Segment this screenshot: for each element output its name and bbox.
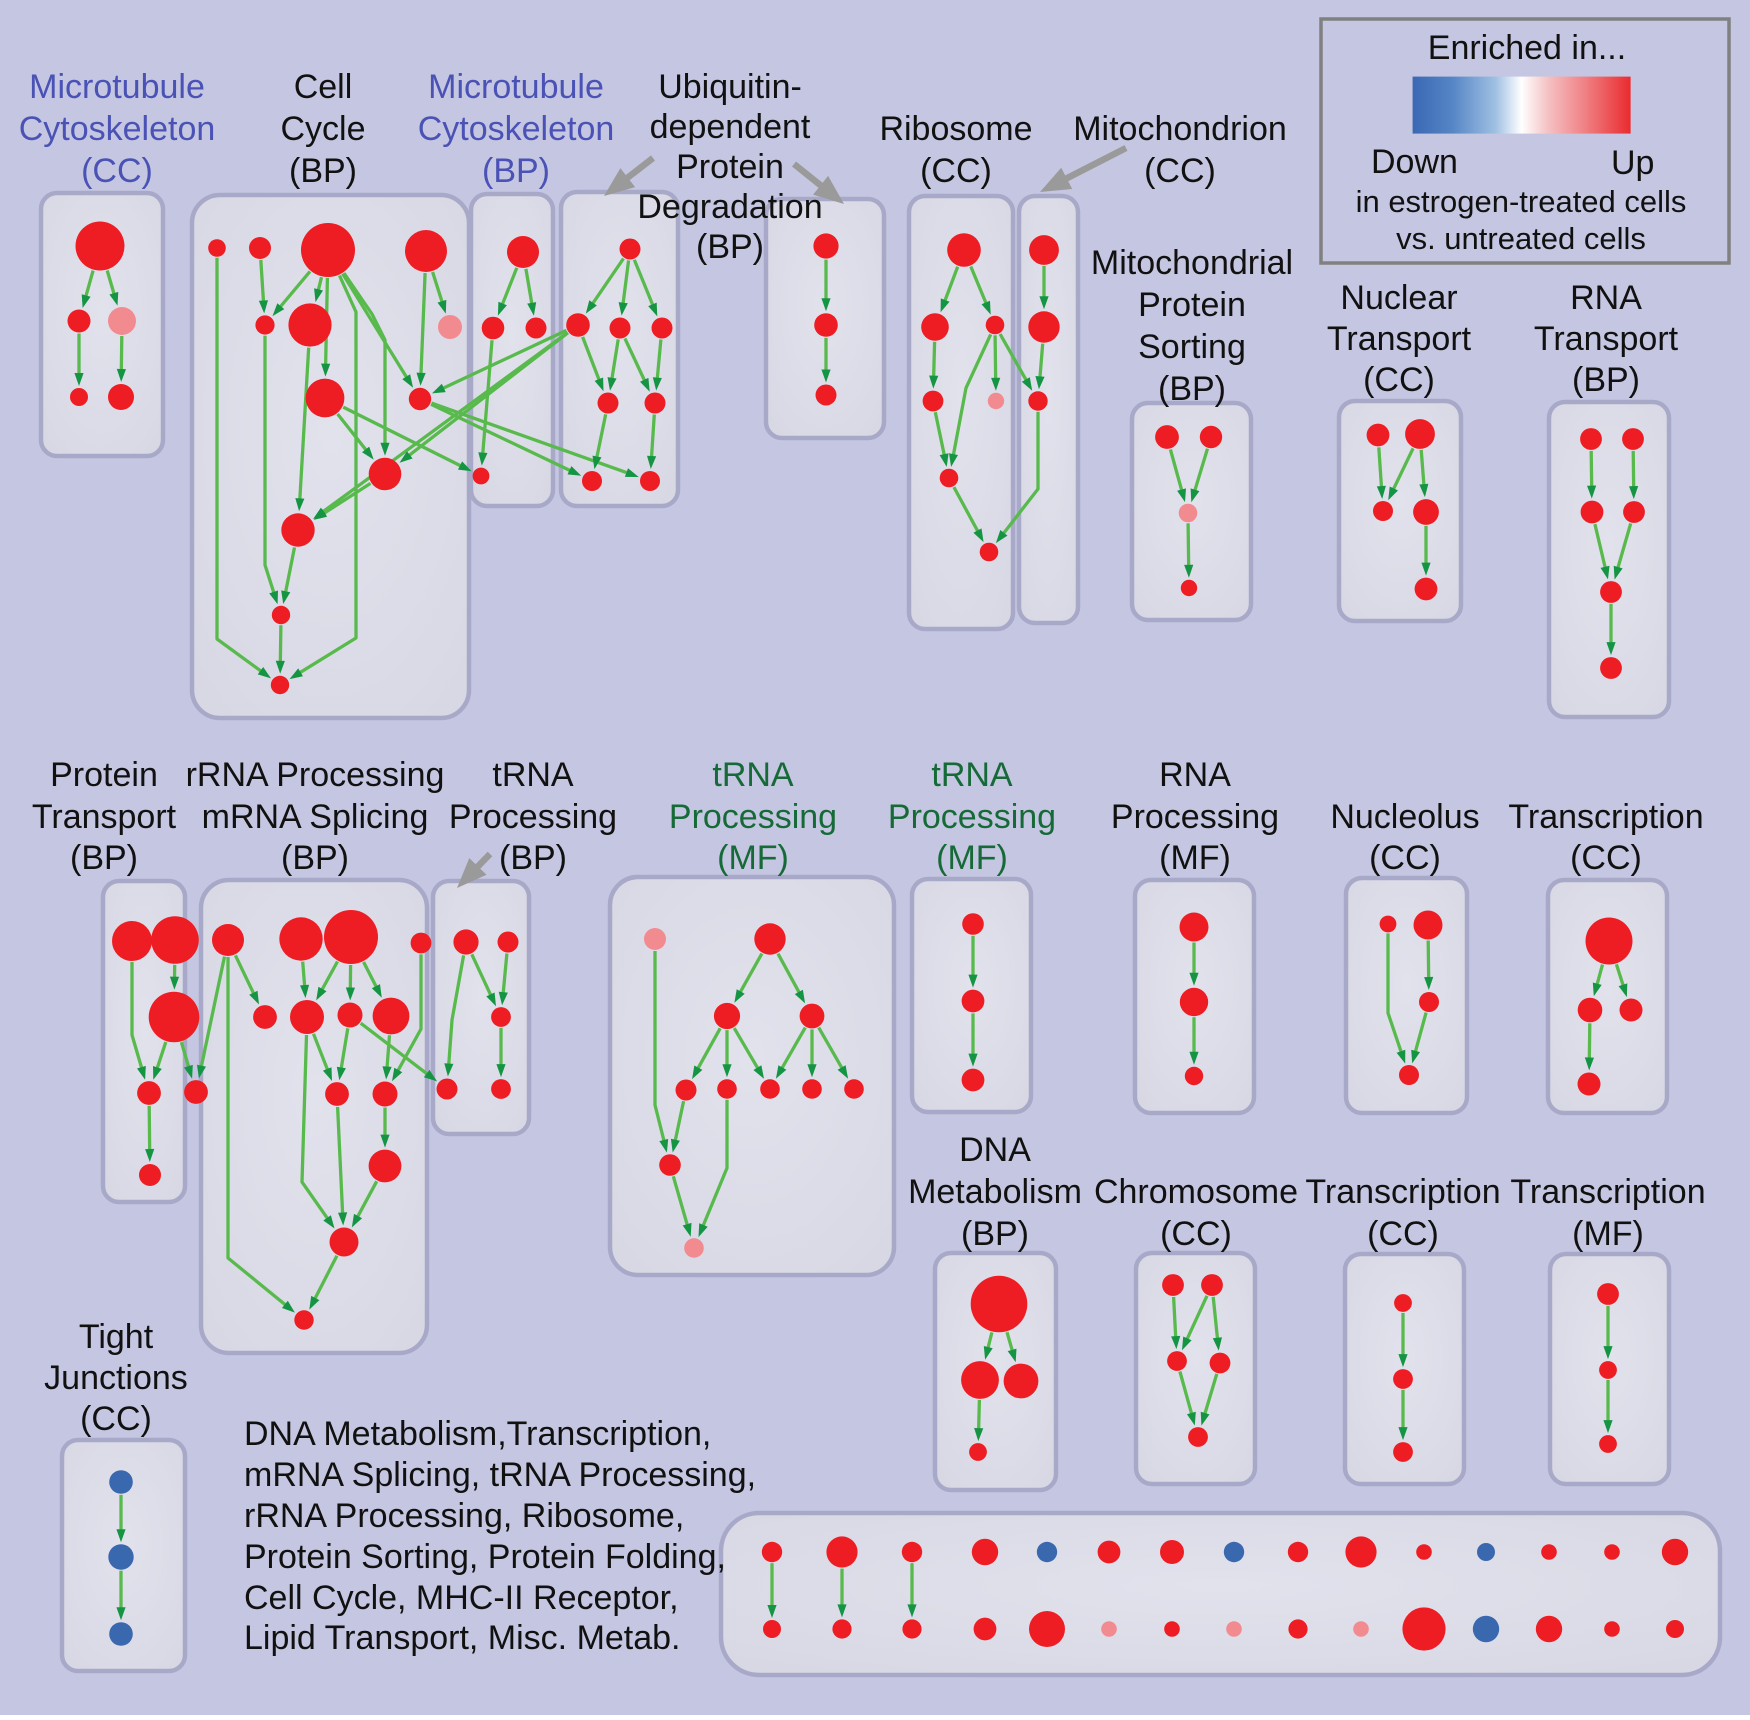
svg-text:(CC): (CC): [81, 152, 153, 190]
svg-text:Processing: Processing: [449, 798, 617, 836]
svg-text:(MF): (MF): [1572, 1215, 1644, 1253]
svg-text:DNA: DNA: [959, 1131, 1031, 1169]
svg-text:Protein: Protein: [676, 148, 784, 186]
svg-text:(BP): (BP): [1572, 361, 1640, 399]
svg-text:(CC): (CC): [1367, 1215, 1439, 1253]
svg-text:Up: Up: [1611, 144, 1654, 182]
svg-text:Degradation: Degradation: [637, 188, 822, 226]
svg-text:Cell Cycle, MHC-II Receptor,: Cell Cycle, MHC-II Receptor,: [244, 1579, 679, 1617]
svg-text:mRNA Splicing, tRNA Processing: mRNA Splicing, tRNA Processing,: [244, 1456, 756, 1494]
svg-text:Ubiquitin-: Ubiquitin-: [658, 68, 802, 106]
svg-text:(BP): (BP): [70, 839, 138, 877]
svg-text:DNA Metabolism,Transcription,: DNA Metabolism,Transcription,: [244, 1415, 711, 1453]
svg-text:Chromosome: Chromosome: [1094, 1173, 1298, 1211]
svg-text:Nucleolus: Nucleolus: [1330, 798, 1479, 836]
svg-text:Cell: Cell: [294, 68, 353, 106]
svg-text:Cytoskeleton: Cytoskeleton: [418, 110, 615, 148]
svg-text:rRNA Processing, Ribosome,: rRNA Processing, Ribosome,: [244, 1497, 684, 1535]
svg-text:(MF): (MF): [717, 839, 789, 877]
svg-text:Transcription: Transcription: [1510, 1173, 1705, 1211]
svg-text:Processing: Processing: [888, 798, 1056, 836]
svg-text:(BP): (BP): [289, 152, 357, 190]
svg-text:Mitochondrial: Mitochondrial: [1091, 244, 1293, 282]
svg-text:(CC): (CC): [920, 152, 992, 190]
svg-text:Enriched in...: Enriched in...: [1428, 29, 1626, 67]
svg-text:(BP): (BP): [1158, 370, 1226, 408]
svg-text:Metabolism: Metabolism: [908, 1173, 1082, 1211]
svg-text:(CC): (CC): [1144, 152, 1216, 190]
svg-text:Protein Sorting, Protein Foldi: Protein Sorting, Protein Folding,: [244, 1538, 726, 1576]
svg-text:Microtubule: Microtubule: [29, 68, 205, 106]
svg-text:(BP): (BP): [499, 839, 567, 877]
svg-text:rRNA Processing: rRNA Processing: [186, 756, 445, 794]
svg-text:tRNA: tRNA: [712, 756, 794, 794]
svg-text:Transport: Transport: [32, 798, 177, 836]
svg-text:mRNA Splicing: mRNA Splicing: [202, 798, 429, 836]
svg-text:Tight: Tight: [79, 1318, 154, 1356]
svg-text:(BP): (BP): [482, 152, 550, 190]
svg-text:Protein: Protein: [1138, 286, 1246, 324]
svg-text:Transport: Transport: [1534, 320, 1679, 358]
svg-text:(CC): (CC): [1160, 1215, 1232, 1253]
svg-text:RNA: RNA: [1159, 756, 1231, 794]
svg-text:tRNA: tRNA: [492, 756, 574, 794]
svg-text:Cytoskeleton: Cytoskeleton: [19, 110, 216, 148]
svg-text:(MF): (MF): [1159, 839, 1231, 877]
svg-text:(CC): (CC): [80, 1400, 152, 1438]
svg-text:Junctions: Junctions: [44, 1359, 188, 1397]
svg-text:vs. untreated cells: vs. untreated cells: [1396, 221, 1646, 256]
svg-text:Nuclear: Nuclear: [1340, 279, 1457, 317]
svg-text:(CC): (CC): [1570, 839, 1642, 877]
svg-text:(BP): (BP): [696, 228, 764, 266]
svg-text:(BP): (BP): [961, 1215, 1029, 1253]
svg-text:Cycle: Cycle: [280, 110, 365, 148]
svg-text:Ribosome: Ribosome: [879, 110, 1032, 148]
svg-text:Transport: Transport: [1327, 320, 1472, 358]
svg-text:(MF): (MF): [936, 839, 1008, 877]
svg-text:Mitochondrion: Mitochondrion: [1073, 110, 1287, 148]
svg-text:(CC): (CC): [1369, 839, 1441, 877]
svg-text:RNA: RNA: [1570, 279, 1642, 317]
svg-text:Protein: Protein: [50, 756, 158, 794]
svg-text:Transcription: Transcription: [1305, 1173, 1500, 1211]
svg-text:Sorting: Sorting: [1138, 328, 1246, 366]
svg-text:Processing: Processing: [669, 798, 837, 836]
svg-text:dependent: dependent: [650, 108, 811, 146]
svg-text:Lipid Transport, Misc. Metab.: Lipid Transport, Misc. Metab.: [244, 1619, 681, 1657]
svg-text:(CC): (CC): [1363, 361, 1435, 399]
svg-text:Down: Down: [1371, 143, 1458, 181]
svg-text:(BP): (BP): [281, 839, 349, 877]
svg-text:Processing: Processing: [1111, 798, 1279, 836]
svg-text:in estrogen-treated cells: in estrogen-treated cells: [1356, 184, 1687, 219]
svg-text:tRNA: tRNA: [931, 756, 1013, 794]
svg-text:Microtubule: Microtubule: [428, 68, 604, 106]
svg-text:Transcription: Transcription: [1508, 798, 1703, 836]
